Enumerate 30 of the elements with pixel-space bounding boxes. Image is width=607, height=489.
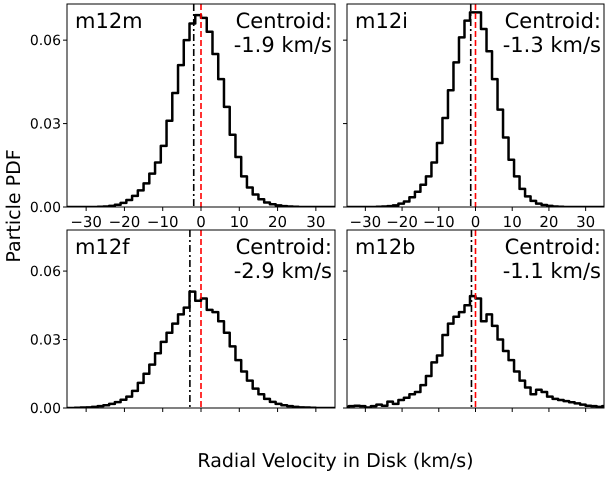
annotation: Centroid: -1.3 km/s [502,9,601,57]
x-axis-title: Radial Velocity in Disk (km/s) [197,450,474,472]
x-tick-label: 0 [470,213,480,231]
y-tick-label: 0.00 [30,400,61,417]
x-tick-label: −30 [70,213,102,231]
x-tick-label: 10 [230,213,249,231]
x-tick-label: −20 [108,213,140,231]
y-axis-title: Particle PDF [3,149,25,263]
x-tick-label: 30 [306,213,326,231]
x-tick-label: 0 [196,213,206,231]
chart-title: m12m [75,9,143,33]
annotation: Centroid: -1.1 km/s [502,235,601,283]
y-tick-label: 0.06 [30,33,62,50]
x-tick-label: 20 [539,213,558,231]
x-tick-label: 30 [576,213,596,231]
x-tick-label: −30 [350,213,382,231]
x-tick-label: 20 [268,213,288,231]
y-tick-label: 0.03 [30,332,61,348]
y-tick-label: 0.06 [30,264,62,280]
x-tick-label: 10 [502,213,522,231]
x-tick-label: −10 [422,213,455,231]
annotation: Centroid: -1.9 km/s [234,9,332,57]
chart-title: m12i [355,9,408,33]
chart-title: m12b [355,235,416,259]
x-tick-label: −20 [386,213,418,231]
chart-title: m12f [75,235,130,259]
x-tick-label: −10 [146,213,179,231]
y-tick-label: 0.03 [30,116,61,132]
y-tick-label: 0.00 [30,200,61,216]
annotation: Centroid: -2.9 km/s [234,235,332,283]
